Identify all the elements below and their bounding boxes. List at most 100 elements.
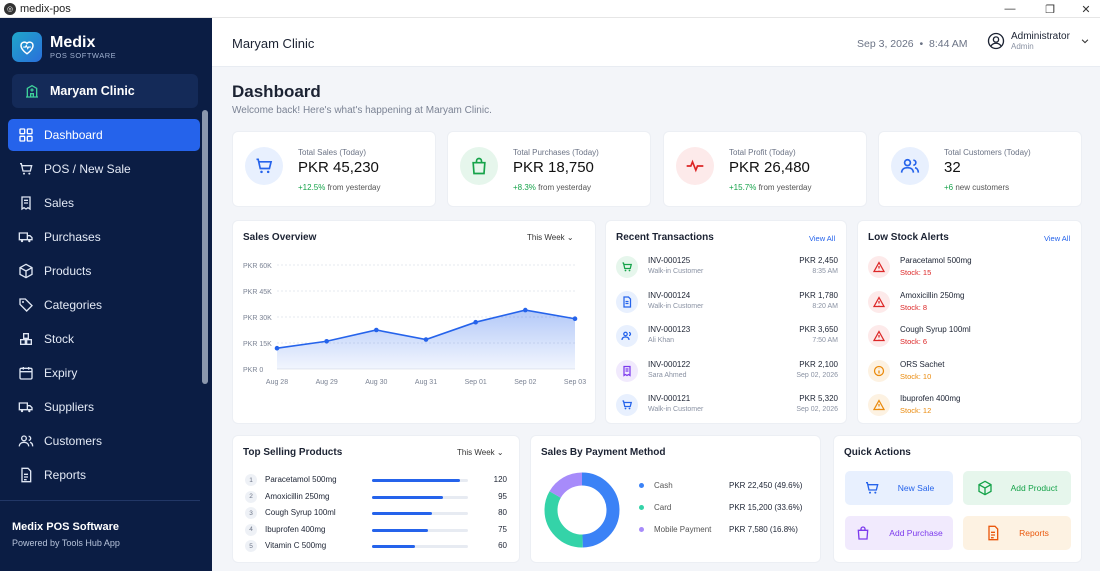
stat-label: Total Profit (Today)	[729, 148, 796, 157]
y-tick-label: PKR 0	[243, 367, 263, 374]
low-stock-view-all-link[interactable]: View All	[1044, 234, 1071, 243]
stat-change-text: from yesterday	[535, 183, 592, 192]
transaction-id: INV-000125	[648, 256, 691, 265]
bag-icon	[857, 526, 869, 540]
x-tick-label: Aug 28	[266, 379, 288, 386]
transaction-row[interactable]: INV-000123 Ali Khan PKR 3,650 7:50 AM	[616, 325, 838, 359]
area-fill	[277, 310, 575, 369]
reports-button[interactable]: Reports	[963, 516, 1071, 550]
recent-transactions-title: Recent Transactions	[616, 232, 714, 243]
sidebar-item-label: Stock	[44, 332, 75, 346]
add-purchase-button[interactable]: Add Purchase	[845, 516, 953, 550]
product-row[interactable]: 5 Vitamin C 500mg 60	[245, 539, 507, 555]
chevron-down-icon: ⌄	[566, 233, 574, 242]
product-rank: 2	[245, 490, 257, 503]
stat-change: +15.7% from yesterday	[729, 183, 812, 192]
clinic-selector[interactable]: Maryam Clinic	[12, 74, 198, 108]
donut-slice	[544, 472, 620, 548]
sidebar-item-label: Reports	[44, 468, 87, 482]
payment-donut-chart	[544, 472, 620, 548]
add-product-button[interactable]: Add Product	[963, 471, 1071, 505]
transaction-customer: Walk-in Customer	[648, 268, 704, 275]
transaction-amount: PKR 1,780	[799, 290, 838, 300]
quick-action-label: Add Purchase	[889, 528, 943, 538]
recent-transactions-card: Recent Transactions View All INV-000125 …	[605, 220, 847, 424]
minimize-button[interactable]: —	[1004, 3, 1016, 15]
sidebar-item-label: Sales	[44, 196, 75, 210]
hospital-icon	[26, 84, 38, 98]
transaction-customer: Walk-in Customer	[648, 406, 704, 413]
chevron-down-icon: ⌄	[496, 448, 504, 457]
sidebar-item-dashboard[interactable]: Dashboard	[8, 119, 200, 151]
product-row[interactable]: 4 Ibuprofen 400mg 75	[245, 523, 507, 539]
stock-alert-row[interactable]: Ibuprofen 400mg Stock: 12	[868, 394, 1068, 428]
transaction-row[interactable]: INV-000121 Walk-in Customer PKR 5,320 Se…	[616, 394, 838, 428]
sidebar-item-label: Suppliers	[44, 400, 95, 414]
warning-icon	[868, 290, 890, 313]
stock-alert-row[interactable]: Amoxicillin 250mg Stock: 8	[868, 290, 1068, 325]
stock-alert-name: Paracetamol 500mg	[900, 256, 972, 265]
stock-alert-row[interactable]: ORS Sachet Stock: 10	[868, 359, 1068, 394]
stat-label: Total Purchases (Today)	[513, 148, 599, 157]
stat-change-percent: +12.5%	[298, 183, 326, 192]
user-avatar-icon	[987, 32, 1005, 50]
top-products-range-dropdown[interactable]: This Week ⌄	[457, 448, 504, 457]
product-row[interactable]: 1 Paracetamol 500mg 120	[245, 473, 507, 489]
header-date: Sep 3, 2026	[857, 38, 914, 50]
transaction-row[interactable]: INV-000122 Sara Ahmed PKR 2,100 Sep 02, …	[616, 359, 838, 394]
info-icon	[868, 359, 890, 382]
sales-range-dropdown[interactable]: This Week ⌄	[527, 233, 574, 242]
product-rank: 5	[245, 540, 257, 552]
quick-action-label: Reports	[1019, 528, 1049, 538]
product-name: Cough Syrup 100ml	[265, 508, 336, 517]
new-sale-button[interactable]: New Sale	[845, 471, 953, 505]
window-title: medix-pos	[20, 2, 71, 15]
document-icon	[616, 290, 638, 313]
sidebar-item-categories[interactable]: Categories	[8, 289, 200, 321]
user-menu[interactable]: Administrator Admin	[987, 31, 1090, 51]
sidebar-item-suppliers[interactable]: Suppliers	[8, 391, 200, 423]
sidebar-item-stock[interactable]: Stock	[8, 323, 200, 355]
calendar-icon	[19, 367, 33, 380]
box-icon	[977, 480, 992, 496]
cart-icon	[865, 482, 879, 494]
sidebar-item-reports[interactable]: Reports	[8, 459, 200, 491]
maximize-button[interactable]: ❐	[1045, 3, 1055, 16]
product-row[interactable]: 2 Amoxicillin 250mg 95	[245, 490, 507, 506]
payment-value: PKR 22,450 (49.6%)	[729, 481, 803, 490]
transactions-view-all-link[interactable]: View All	[809, 234, 836, 243]
sidebar-item-pos[interactable]: POS / New Sale	[8, 153, 200, 185]
payment-legend-row: Mobile Payment PKR 7,580 (16.8%)	[639, 524, 809, 538]
product-name: Ibuprofen 400mg	[265, 524, 326, 534]
sales-overview-title: Sales Overview	[243, 232, 317, 243]
sidebar-item-purchases[interactable]: Purchases	[8, 221, 200, 253]
transaction-row[interactable]: INV-000125 Walk-in Customer PKR 2,450 8:…	[616, 256, 838, 290]
data-point	[274, 345, 280, 351]
transaction-row[interactable]: INV-000124 Walk-in Customer PKR 1,780 8:…	[616, 290, 838, 325]
product-name: Amoxicillin 250mg	[265, 491, 330, 501]
box-icon	[19, 263, 33, 279]
header-time: 8:44 AM	[929, 38, 968, 50]
x-tick-label: Sep 02	[514, 379, 536, 386]
sidebar-item-expiry[interactable]: Expiry	[8, 357, 200, 389]
product-quantity: 60	[498, 541, 507, 550]
product-row[interactable]: 3 Cough Syrup 100ml 80	[245, 506, 507, 522]
stock-alert-row[interactable]: Cough Syrup 100ml Stock: 6	[868, 325, 1068, 359]
top-products-title: Top Selling Products	[243, 447, 343, 458]
pulse-icon	[676, 147, 714, 185]
sidebar-item-products[interactable]: Products	[8, 255, 200, 287]
y-tick-label: PKR 60K	[243, 263, 272, 270]
header: Maryam Clinic Sep 3, 2026 • 8:44 AM Admi…	[212, 18, 1100, 67]
sales-overview-card: Sales Overview This Week ⌄ PKR 0 PKR 15K P…	[232, 220, 596, 424]
stat-change-percent: +6	[944, 183, 954, 192]
sidebar-item-customers[interactable]: Customers	[8, 425, 200, 457]
close-button[interactable]: ✕	[1081, 3, 1091, 16]
product-bar-fill	[372, 528, 428, 532]
sidebar-item-label: Dashboard	[44, 128, 103, 142]
truck-icon	[18, 232, 33, 243]
sidebar-scrollbar[interactable]	[202, 110, 208, 384]
sidebar-item-sales[interactable]: Sales	[8, 187, 200, 219]
stock-alert-row[interactable]: Paracetamol 500mg Stock: 15	[868, 256, 1068, 290]
low-stock-card: Low Stock Alerts View All Paracetamol 50…	[857, 220, 1082, 424]
y-tick-label: PKR 45K	[243, 289, 272, 296]
